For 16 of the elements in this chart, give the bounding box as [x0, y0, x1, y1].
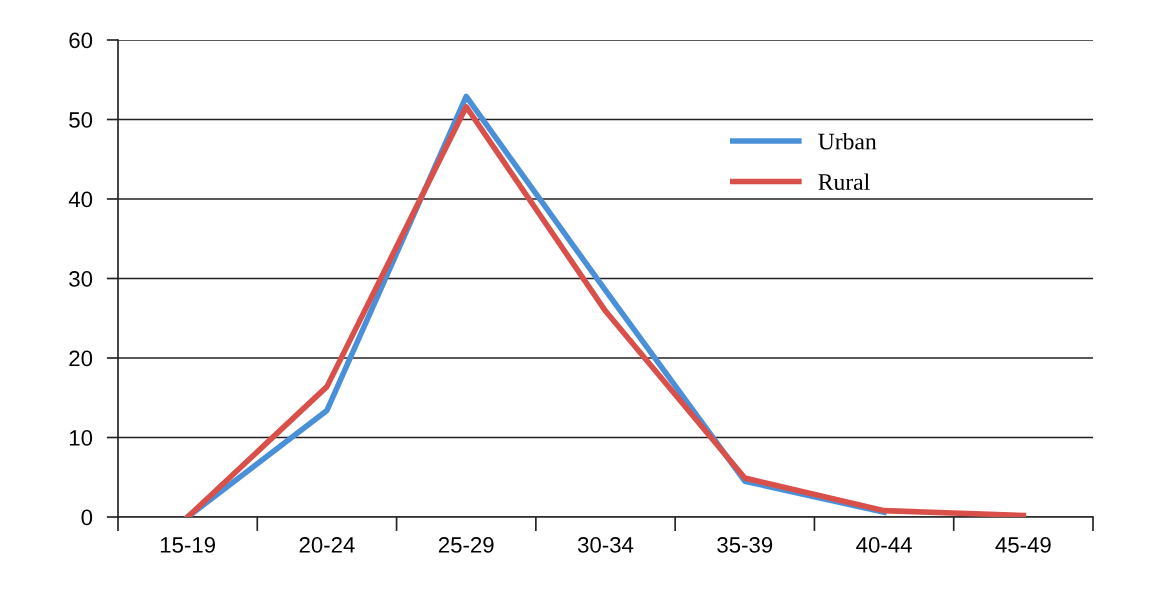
x-tick-label: 20-24 [299, 537, 355, 553]
y-tick-label: 30 [69, 271, 93, 287]
y-tick-label: 60 [69, 32, 93, 49]
y-tick-label: 20 [69, 350, 93, 367]
y-tick-label: 40 [68, 191, 93, 208]
x-tick-label: 35-39 [717, 537, 773, 553]
legend-label: Urban [818, 132, 877, 150]
legend-label: Rural [818, 173, 870, 191]
x-tick-label: 25-29 [438, 537, 494, 553]
x-tick-label: 30-34 [577, 537, 634, 553]
x-tick-label: 15-19 [160, 537, 216, 553]
x-tick-label: 45-49 [995, 537, 1051, 553]
y-tick-label: 10 [69, 430, 93, 446]
x-tick-label: 40-44 [856, 537, 912, 553]
y-tick-label: 50 [69, 112, 93, 128]
y-tick-label: 0 [81, 509, 93, 526]
